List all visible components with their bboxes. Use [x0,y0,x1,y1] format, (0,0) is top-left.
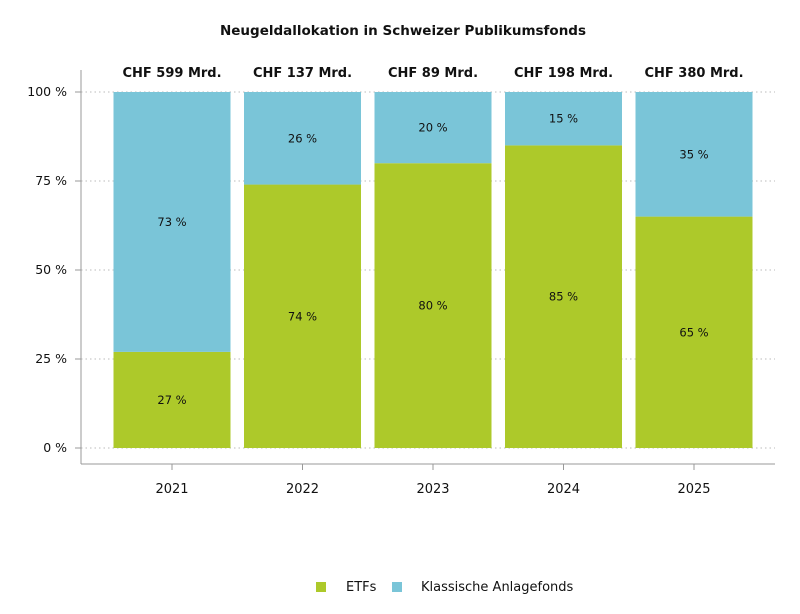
bar-etfs-2021 [113,351,231,448]
bar-etfs-2023 [374,163,492,448]
x-tick-label: 2023 [416,482,449,497]
legend-label-etfs: ETFs [346,580,377,595]
total-label: CHF 599 Mrd. [122,66,221,81]
bar-klassische-2024 [505,92,622,146]
total-label: CHF 380 Mrd. [644,66,743,81]
data-label: 27 % [157,393,186,407]
bar-etfs-2024 [505,145,622,448]
x-tick-label: 2025 [677,482,710,497]
data-label: 73 % [157,215,186,229]
data-label: 65 % [679,325,708,339]
legend-label-klassische: Klassische Anlagefonds [421,580,574,595]
bar-klassische-2021 [113,92,231,352]
legend: ETFs Klassische Anlagefonds [316,580,574,595]
y-tick-label: 75 % [35,173,67,188]
data-label: 26 % [288,131,317,145]
bar-klassische-2023 [374,92,492,164]
bar-etfs-2022 [244,184,361,448]
bar-klassische-2025 [635,92,753,217]
bar-etfs-2025 [635,216,753,448]
data-label: 80 % [418,299,447,313]
x-tick-label: 2021 [155,482,188,497]
total-label: CHF 198 Mrd. [514,66,613,81]
total-label: CHF 89 Mrd. [388,66,478,81]
y-tick-label: 25 % [35,351,67,366]
data-label: 74 % [288,309,317,323]
y-tick-label: 100 % [27,84,67,99]
total-label: CHF 137 Mrd. [253,66,352,81]
bar-klassische-2022 [244,92,361,185]
y-tick-label: 50 % [35,262,67,277]
y-tick-label: 0 % [43,440,67,455]
chart-title: Neugeldallokation in Schweizer Publikums… [220,23,586,39]
data-label: 85 % [549,290,578,304]
data-label: 15 % [549,112,578,126]
legend-swatch-klassische [392,582,402,592]
x-tick-label: 2024 [547,482,580,497]
data-label: 35 % [679,147,708,161]
x-tick-label: 2022 [286,482,319,497]
legend-swatch-etfs [316,582,326,592]
data-label: 20 % [418,121,447,135]
